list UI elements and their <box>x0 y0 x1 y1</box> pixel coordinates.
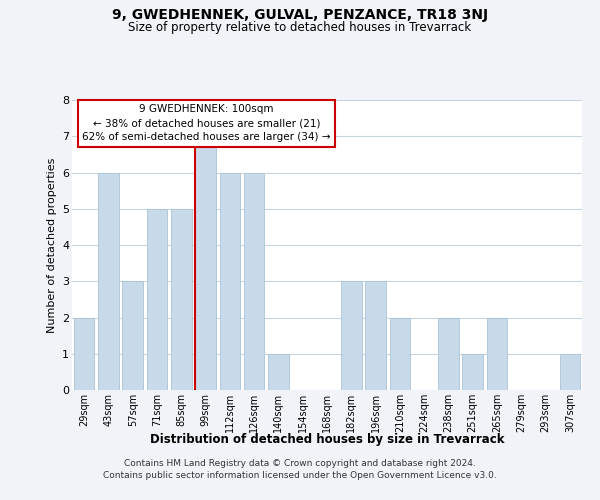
Text: Size of property relative to detached houses in Trevarrack: Size of property relative to detached ho… <box>128 21 472 34</box>
Text: Distribution of detached houses by size in Trevarrack: Distribution of detached houses by size … <box>150 432 504 446</box>
Bar <box>341 281 362 390</box>
Bar <box>122 281 143 390</box>
Text: 9, GWEDHENNEK, GULVAL, PENZANCE, TR18 3NJ: 9, GWEDHENNEK, GULVAL, PENZANCE, TR18 3N… <box>112 8 488 22</box>
Bar <box>365 281 386 390</box>
Text: 9 GWEDHENNEK: 100sqm
← 38% of detached houses are smaller (21)
62% of semi-detac: 9 GWEDHENNEK: 100sqm ← 38% of detached h… <box>82 104 331 142</box>
Bar <box>487 318 508 390</box>
Text: Contains public sector information licensed under the Open Government Licence v3: Contains public sector information licen… <box>103 471 497 480</box>
Bar <box>244 172 265 390</box>
Bar <box>463 354 483 390</box>
Bar <box>220 172 240 390</box>
Bar <box>438 318 459 390</box>
Bar <box>146 209 167 390</box>
Bar <box>268 354 289 390</box>
Y-axis label: Number of detached properties: Number of detached properties <box>47 158 56 332</box>
Bar <box>98 172 119 390</box>
Bar <box>560 354 580 390</box>
Bar <box>171 209 191 390</box>
Bar <box>195 136 216 390</box>
Bar <box>74 318 94 390</box>
Bar <box>389 318 410 390</box>
Text: Contains HM Land Registry data © Crown copyright and database right 2024.: Contains HM Land Registry data © Crown c… <box>124 458 476 468</box>
